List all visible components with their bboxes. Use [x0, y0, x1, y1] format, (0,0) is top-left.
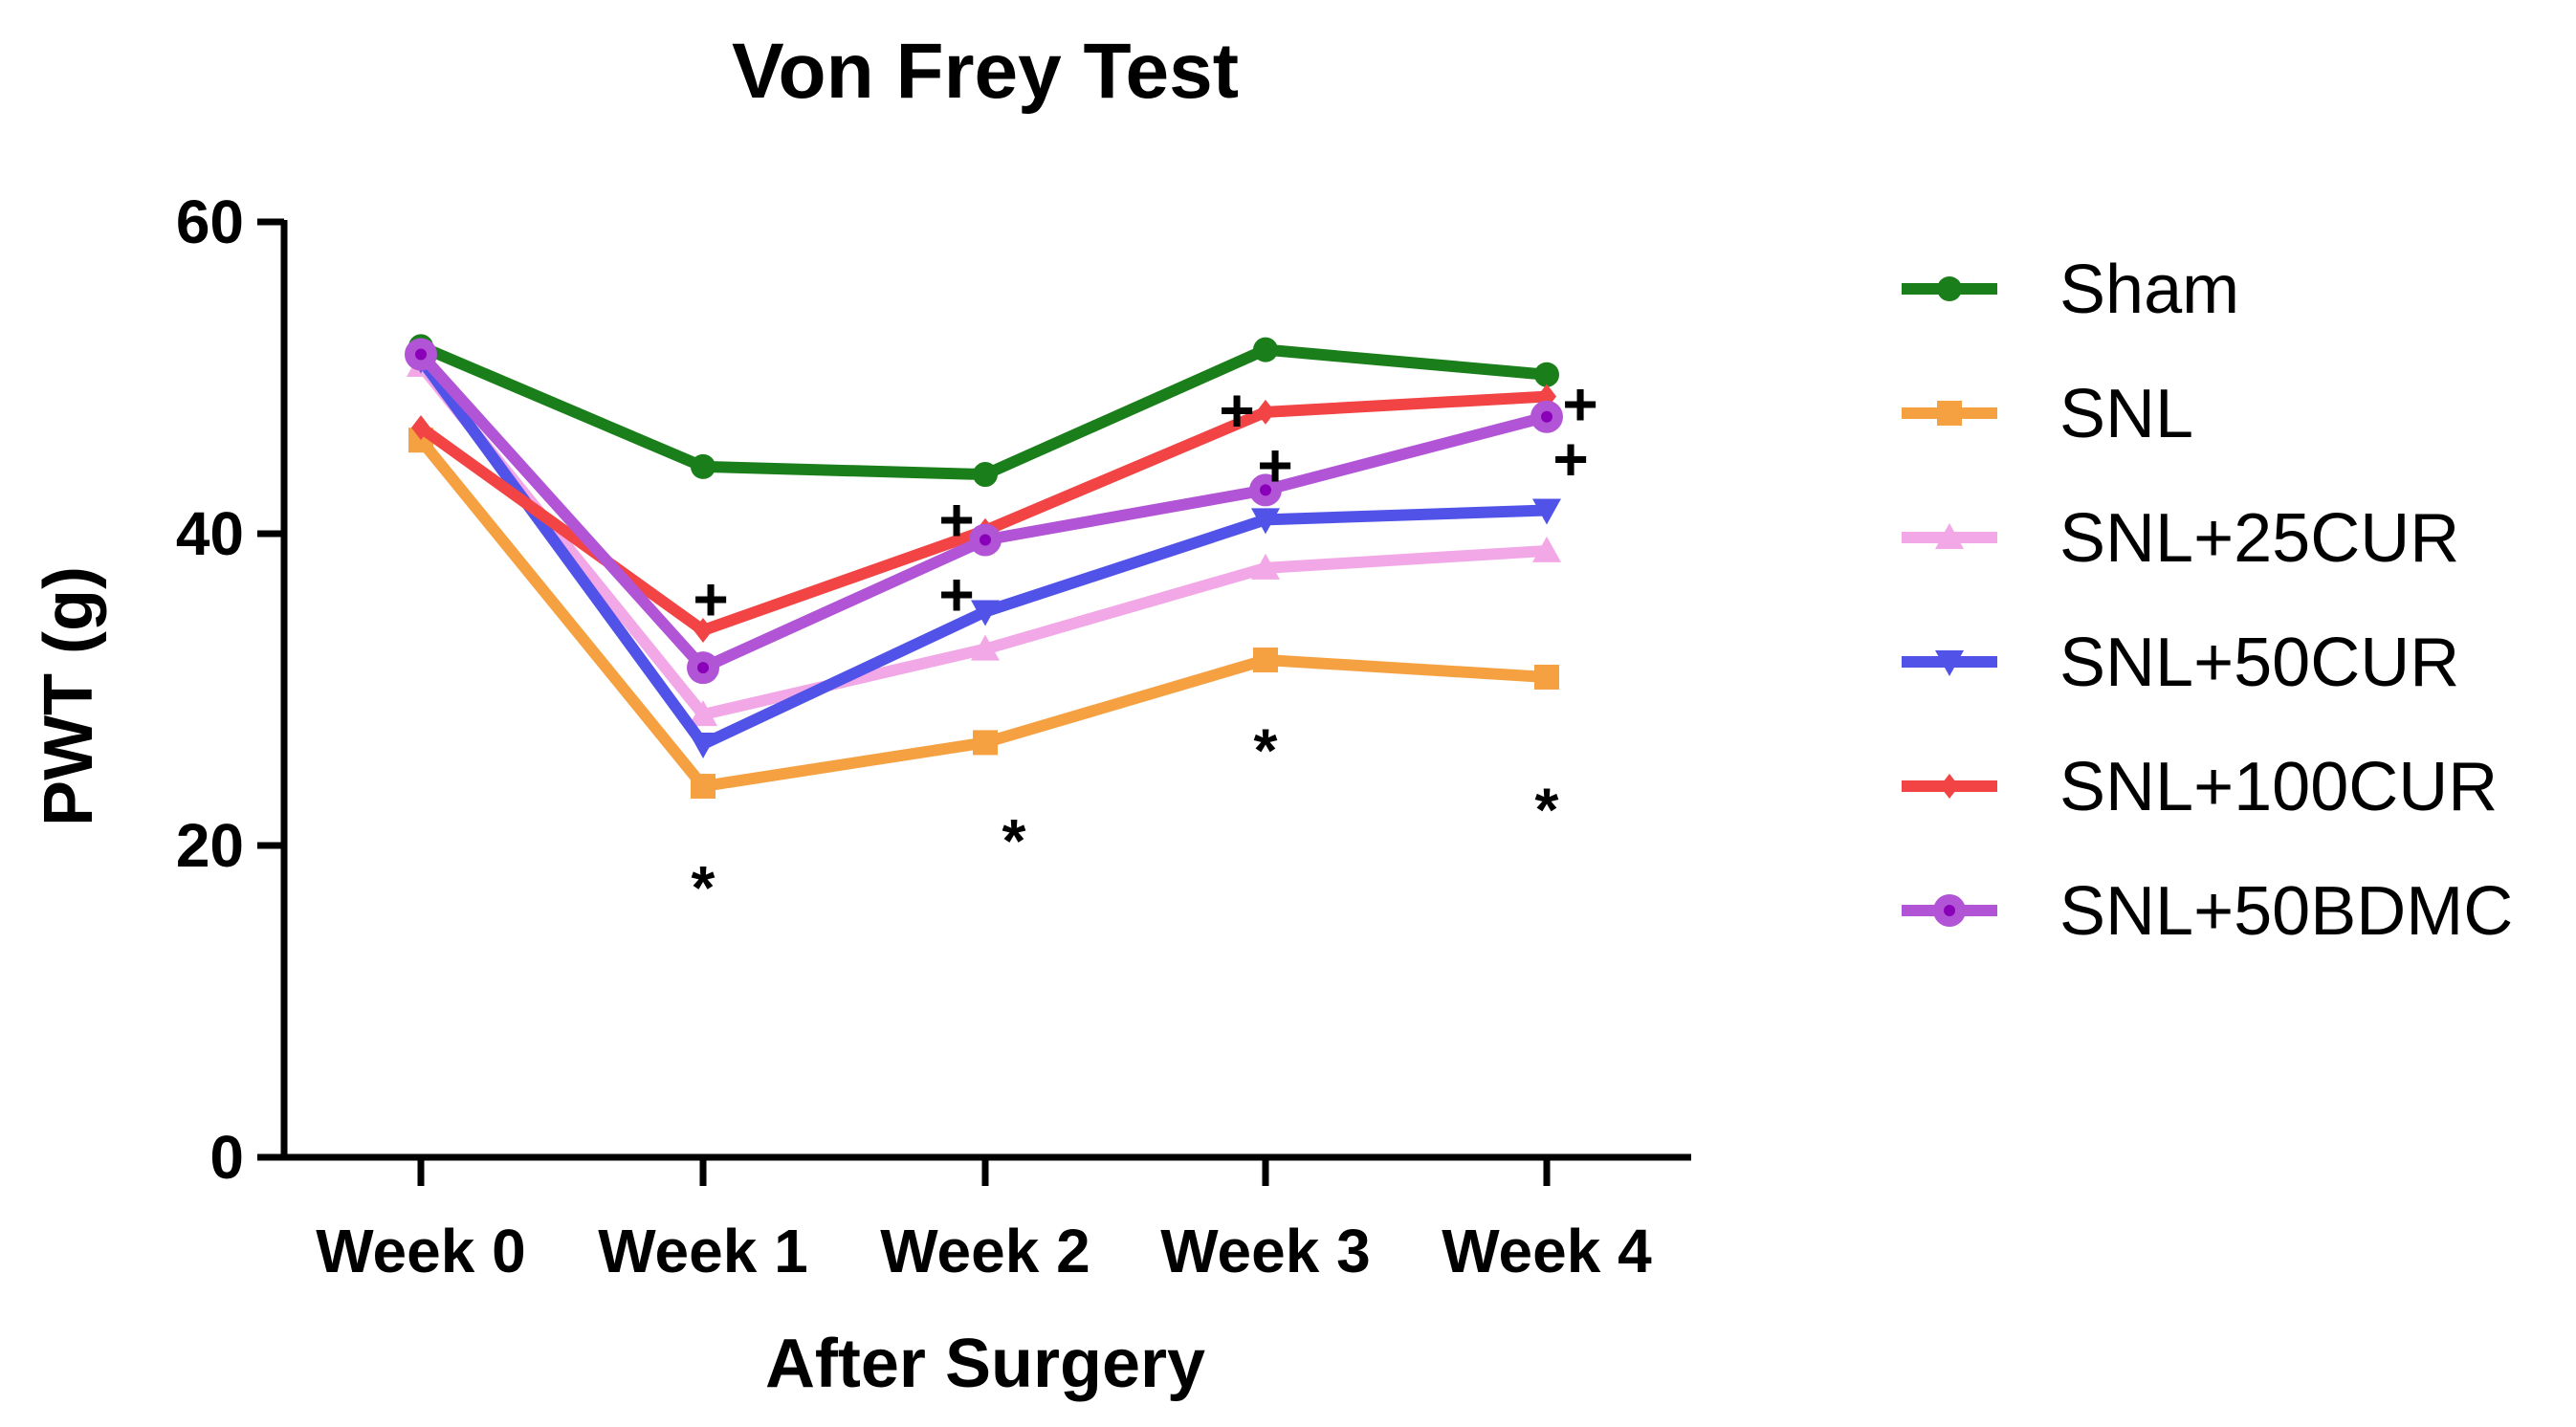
- legend-label: SNL+100CUR: [2059, 749, 2498, 825]
- significance-plus: +: [1219, 376, 1254, 445]
- data-point: [691, 453, 716, 479]
- data-point: [971, 634, 1000, 661]
- series-snl-50bdmc: [405, 338, 1563, 685]
- legend-item: SNL+50CUR: [1902, 625, 2459, 701]
- data-point: [1532, 536, 1561, 562]
- legend-marker: [1937, 401, 1962, 426]
- x-axis-title: After Surgery: [765, 1326, 1205, 1402]
- data-point: [1253, 648, 1278, 673]
- data-point: [689, 733, 717, 759]
- legend-item: Sham: [1902, 252, 2239, 328]
- significance-plus: +: [1257, 430, 1292, 499]
- data-point: [411, 415, 430, 441]
- y-tick-label: 40: [176, 499, 244, 568]
- x-tick-label: Week 1: [598, 1217, 807, 1285]
- y-tick-label: 60: [176, 187, 244, 256]
- legend-item: SNL+50BDMC: [1902, 873, 2513, 950]
- data-point: [1530, 400, 1563, 433]
- legend-label: Sham: [2059, 252, 2239, 328]
- series-snl-50cur: [407, 347, 1561, 759]
- significance-plus: +: [938, 560, 974, 629]
- data-point: [973, 462, 998, 488]
- data-point: [1251, 553, 1280, 580]
- data-point: [405, 338, 437, 371]
- legend-label: SNL+25CUR: [2059, 500, 2459, 577]
- y-axis-title: PWT (g): [31, 566, 107, 826]
- data-point: [694, 618, 713, 644]
- legend-marker: [1933, 894, 1966, 927]
- data-point: [1534, 362, 1559, 387]
- data-point: [1251, 508, 1280, 535]
- data-point: [687, 651, 719, 685]
- data-point: [1249, 473, 1282, 507]
- significance-asterisk: *: [1002, 806, 1026, 875]
- data-point: [971, 600, 1000, 626]
- data-point: [1534, 664, 1559, 690]
- series-snl: [408, 428, 1559, 800]
- data-point: [689, 700, 717, 727]
- significance-plus: +: [693, 564, 728, 633]
- legend: Sham SNL SNL+25CUR SNL+50CUR SNL+100CUR SNL+5…: [1902, 252, 2513, 950]
- annotation-layer: ****+++++++: [692, 370, 1598, 922]
- significance-asterisk: *: [692, 853, 716, 922]
- significance-plus: +: [1562, 370, 1597, 439]
- axes: 0 20 40 60 Week 0 Week 1 Week 2 Week 3 Week 4: [176, 187, 1691, 1285]
- y-tick-label: 20: [176, 811, 244, 880]
- significance-asterisk: *: [1254, 716, 1278, 785]
- significance-plus: +: [938, 485, 974, 554]
- legend-marker: [1937, 276, 1962, 301]
- legend-item: SNL: [1902, 376, 2193, 452]
- legend-label: SNL+50BDMC: [2059, 873, 2513, 950]
- data-point: [1532, 498, 1561, 525]
- legend-item: SNL+25CUR: [1902, 500, 2459, 577]
- significance-plus: +: [1552, 425, 1588, 494]
- legend-marker: [1940, 774, 1959, 799]
- legend-label: SNL+50CUR: [2059, 625, 2459, 701]
- legend-marker: [1935, 523, 1964, 549]
- significance-asterisk: *: [1535, 776, 1559, 845]
- series-snl-25cur: [407, 350, 1561, 727]
- data-point: [691, 774, 716, 800]
- legend-marker: [1935, 650, 1964, 676]
- data-point: [973, 730, 998, 756]
- chart-title: Von Frey Test: [732, 28, 1239, 115]
- data-point: [1253, 337, 1278, 362]
- x-tick-label: Week 4: [1442, 1217, 1652, 1285]
- series-layer: [405, 334, 1563, 800]
- data-point: [969, 523, 1002, 557]
- x-tick-label: Week 2: [880, 1217, 1090, 1285]
- legend-label: SNL: [2059, 376, 2193, 452]
- x-tick-label: Week 0: [316, 1217, 525, 1285]
- y-tick-label: 0: [209, 1123, 244, 1192]
- data-point: [1256, 399, 1275, 425]
- x-tick-label: Week 3: [1160, 1217, 1370, 1285]
- legend-item: SNL+100CUR: [1902, 749, 2498, 825]
